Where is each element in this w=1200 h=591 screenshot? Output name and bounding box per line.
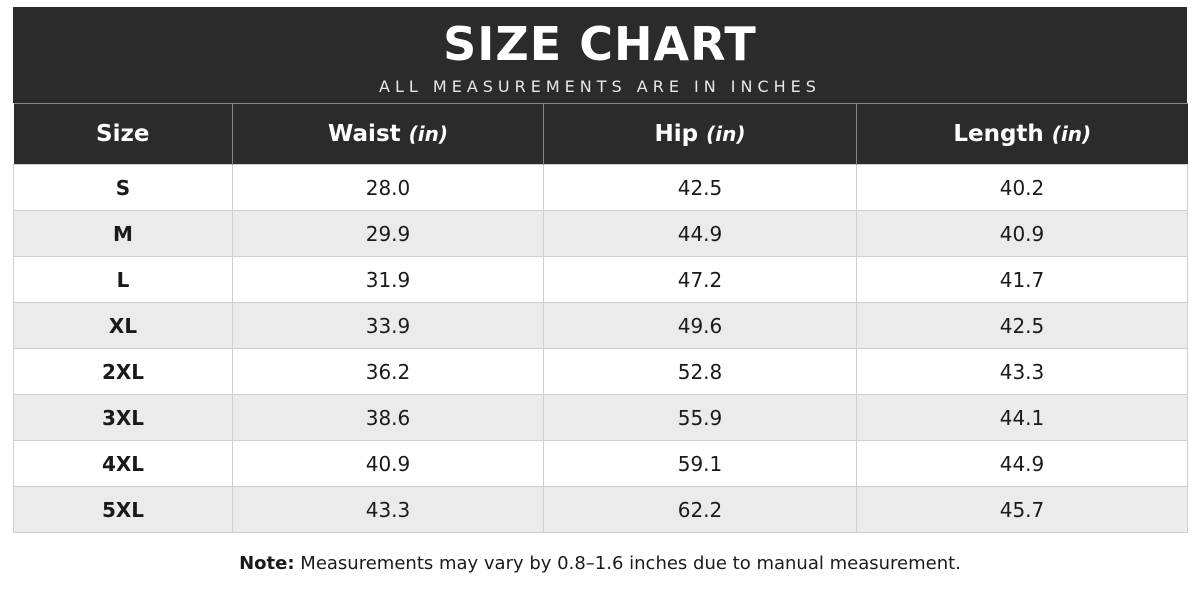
banner: SIZE CHART ALL MEASUREMENTS ARE IN INCHE…: [13, 7, 1187, 103]
measurement-cell: 29.9: [232, 210, 544, 257]
table-row: M 29.9 44.9 40.9: [13, 210, 1188, 257]
measurement-cell: 42.5: [543, 164, 857, 211]
table-row: L 31.9 47.2 41.7: [13, 256, 1188, 303]
measurement-cell: 40.2: [856, 164, 1188, 211]
measurement-cell: 31.9: [232, 256, 544, 303]
column-unit: (in): [1051, 122, 1092, 146]
size-cell: 4XL: [13, 440, 233, 487]
table: Size Waist (in) Hip (in) Length (in) S 28.0 4…: [13, 103, 1188, 533]
measurement-cell: 55.9: [543, 394, 857, 441]
size-cell: XL: [13, 302, 233, 349]
measurement-cell: 52.8: [543, 348, 857, 395]
table-row: 2XL 36.2 52.8 43.3: [13, 348, 1188, 395]
measurement-cell: 42.5: [856, 302, 1188, 349]
column-name: Waist: [327, 121, 401, 147]
measurement-cell: 43.3: [856, 348, 1188, 395]
table-body: S 28.0 42.5 40.2 M 29.9 44.9 40.9 L 31.9 47.2 41.7 X…: [13, 164, 1188, 533]
note-text: Measurements may vary by 0.8–1.6 inches …: [300, 553, 961, 574]
size-cell: 3XL: [13, 394, 233, 441]
size-cell: L: [13, 256, 233, 303]
measurement-cell: 44.1: [856, 394, 1188, 441]
column-header: Hip (in): [543, 103, 857, 165]
size-cell: M: [13, 210, 233, 257]
header-row: Size Waist (in) Hip (in) Length (in): [13, 103, 1188, 165]
measurement-cell: 33.9: [232, 302, 544, 349]
measurement-cell: 40.9: [856, 210, 1188, 257]
table-row: 5XL 43.3 62.2 45.7: [13, 486, 1188, 533]
column-name: Hip: [654, 121, 699, 147]
measurement-cell: 36.2: [232, 348, 544, 395]
measurement-cell: 49.6: [543, 302, 857, 349]
column-unit: (in): [706, 122, 746, 146]
column-header: Waist (in): [232, 103, 544, 165]
measurement-cell: 28.0: [232, 164, 544, 211]
column-header: Size: [13, 103, 233, 165]
column-header: Length (in): [856, 103, 1188, 165]
table-row: 3XL 38.6 55.9 44.1: [13, 394, 1188, 441]
measurement-cell: 62.2: [543, 486, 857, 533]
title: SIZE CHART: [443, 17, 757, 71]
measurement-cell: 41.7: [856, 256, 1188, 303]
table-row: 4XL 40.9 59.1 44.9: [13, 440, 1188, 487]
column-name: Size: [96, 121, 150, 147]
measurement-cell: 44.9: [856, 440, 1188, 487]
size-chart: SIZE CHART ALL MEASUREMENTS ARE IN INCHE…: [13, 7, 1188, 533]
measurement-cell: 47.2: [543, 256, 857, 303]
measurement-cell: 44.9: [543, 210, 857, 257]
measurement-cell: 43.3: [232, 486, 544, 533]
note: Note: Measurements may vary by 0.8–1.6 i…: [0, 553, 1200, 574]
column-name: Length: [953, 121, 1044, 147]
table-row: S 28.0 42.5 40.2: [13, 164, 1188, 211]
measurement-cell: 38.6: [232, 394, 544, 441]
note-label: Note:: [239, 553, 295, 574]
size-cell: 2XL: [13, 348, 233, 395]
column-unit: (in): [408, 122, 449, 146]
size-cell: S: [13, 164, 233, 211]
table-row: XL 33.9 49.6 42.5: [13, 302, 1188, 349]
measurement-cell: 45.7: [856, 486, 1188, 533]
measurement-cell: 59.1: [543, 440, 857, 487]
subtitle: ALL MEASUREMENTS ARE IN INCHES: [379, 77, 821, 96]
measurement-cell: 40.9: [232, 440, 544, 487]
size-cell: 5XL: [13, 486, 233, 533]
